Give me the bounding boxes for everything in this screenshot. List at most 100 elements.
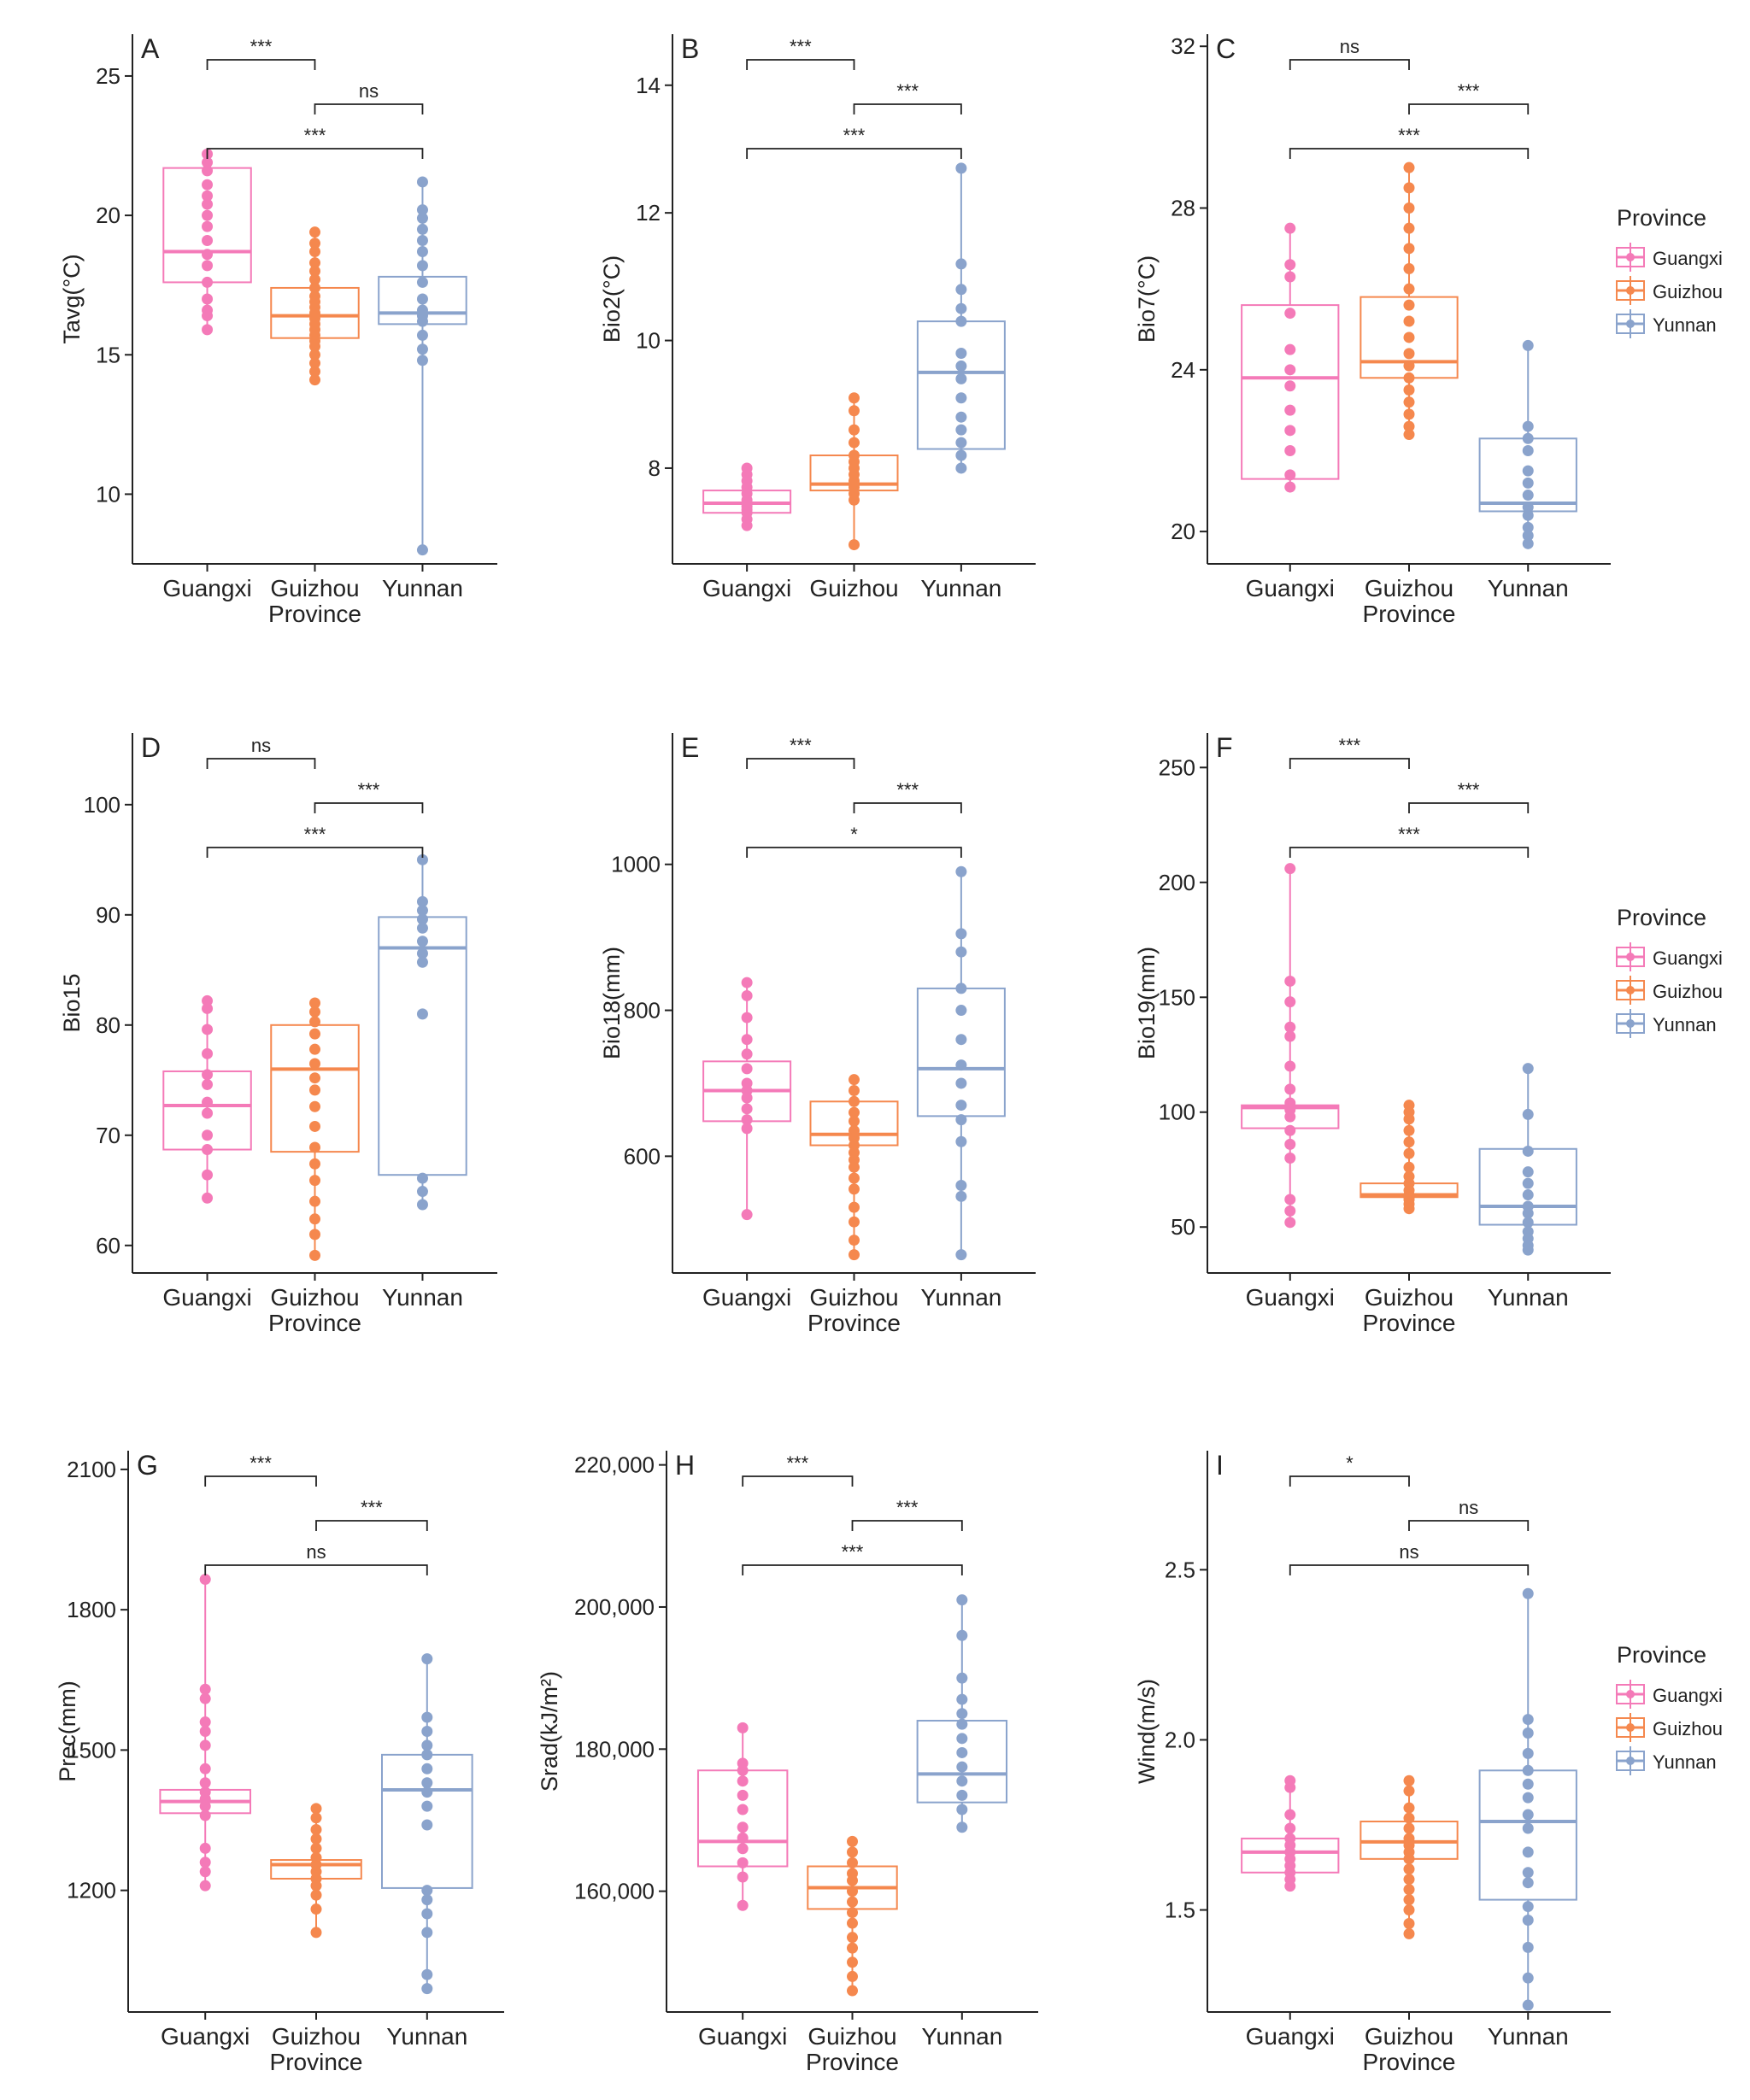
data-point bbox=[956, 1746, 968, 1758]
significance-bracket: ns bbox=[1408, 1497, 1530, 1531]
data-point bbox=[1522, 1764, 1534, 1776]
data-point bbox=[955, 284, 967, 296]
bracket-line bbox=[1408, 802, 1530, 813]
data-point bbox=[1284, 1111, 1296, 1123]
data-point bbox=[421, 1726, 433, 1737]
data-point bbox=[1403, 408, 1415, 420]
data-point bbox=[849, 1161, 860, 1173]
data-point bbox=[309, 1158, 320, 1170]
data-point bbox=[741, 989, 753, 1001]
data-point bbox=[309, 1058, 320, 1070]
series-guangxi bbox=[702, 462, 792, 531]
series-yunnan bbox=[381, 1653, 473, 1995]
series-yunnan bbox=[378, 176, 467, 556]
legend-item-guizhou: Guizhou bbox=[1616, 276, 1723, 305]
data-point bbox=[199, 1810, 211, 1821]
significance-label: *** bbox=[1339, 735, 1361, 756]
data-point bbox=[849, 1201, 860, 1213]
data-point bbox=[309, 374, 320, 386]
significance-label: *** bbox=[1458, 779, 1480, 801]
data-point bbox=[847, 1970, 858, 1982]
data-point bbox=[1522, 1207, 1534, 1219]
data-point bbox=[202, 220, 214, 232]
data-point bbox=[955, 1077, 967, 1089]
significance-label: *** bbox=[896, 80, 919, 102]
bracket-line bbox=[1289, 59, 1410, 70]
data-point bbox=[202, 260, 214, 272]
data-point bbox=[1522, 1177, 1534, 1189]
data-point bbox=[955, 1034, 967, 1046]
data-point bbox=[199, 1739, 211, 1751]
data-point bbox=[956, 1761, 968, 1773]
data-point bbox=[202, 198, 214, 210]
data-point bbox=[421, 1968, 433, 1980]
y-tick-label: 600 bbox=[624, 1143, 661, 1169]
data-point bbox=[1522, 502, 1534, 513]
y-tick-label: 20 bbox=[96, 202, 120, 228]
data-point bbox=[1284, 1021, 1296, 1033]
y-tick-label: 24 bbox=[1171, 357, 1195, 383]
bracket-line bbox=[746, 758, 855, 769]
data-point bbox=[847, 1896, 858, 1908]
data-point bbox=[421, 1927, 433, 1939]
series-guizhou bbox=[807, 1835, 898, 1997]
data-point bbox=[416, 212, 428, 224]
data-point bbox=[202, 293, 214, 305]
data-point bbox=[421, 1777, 433, 1789]
data-point bbox=[202, 1002, 214, 1014]
data-point bbox=[199, 1857, 211, 1868]
legend-key-point bbox=[1626, 1019, 1635, 1028]
data-point bbox=[741, 1123, 753, 1135]
data-point bbox=[1522, 477, 1534, 489]
data-point bbox=[849, 1106, 860, 1118]
bracket-line bbox=[1289, 1564, 1530, 1575]
significance-label: *** bbox=[896, 779, 919, 801]
data-point bbox=[955, 372, 967, 384]
data-point bbox=[956, 1629, 968, 1641]
legend-item-label: Yunnan bbox=[1653, 1751, 1717, 1773]
legend-key-point bbox=[1626, 1690, 1635, 1698]
legend-title: Province bbox=[1617, 1642, 1706, 1668]
bracket-line bbox=[853, 802, 962, 813]
data-point bbox=[741, 1092, 753, 1104]
y-tick-label: 100 bbox=[84, 792, 120, 818]
y-tick-label: 28 bbox=[1171, 196, 1195, 221]
y-axis-label: Bio19(mm) bbox=[1134, 947, 1160, 1059]
data-point bbox=[737, 1843, 749, 1855]
data-point bbox=[737, 1821, 749, 1833]
y-tick-label: 200,000 bbox=[574, 1594, 655, 1620]
y-tick-label: 8 bbox=[649, 455, 661, 481]
data-point bbox=[1403, 396, 1415, 408]
data-point bbox=[1522, 339, 1534, 351]
data-point bbox=[1403, 1917, 1415, 1929]
x-tick-label: Yunnan bbox=[382, 575, 463, 601]
bracket-line bbox=[206, 148, 424, 159]
data-point bbox=[956, 1821, 968, 1833]
y-tick-label: 12 bbox=[636, 200, 661, 226]
data-point bbox=[310, 1833, 322, 1845]
data-point bbox=[849, 539, 860, 551]
significance-bracket: ns bbox=[204, 1541, 428, 1575]
x-tick-label: Guizhou bbox=[809, 575, 898, 601]
data-point bbox=[416, 343, 428, 355]
bracket-line bbox=[315, 1520, 428, 1531]
data-point bbox=[849, 424, 860, 436]
data-point bbox=[1284, 259, 1296, 271]
y-tick-label: 2100 bbox=[67, 1457, 116, 1482]
data-point bbox=[741, 1012, 753, 1024]
data-point bbox=[202, 179, 214, 191]
y-tick-label: 2.0 bbox=[1165, 1727, 1195, 1752]
significance-label: *** bbox=[358, 779, 380, 801]
legend-item-guangxi: Guangxi bbox=[1616, 942, 1723, 971]
series-yunnan bbox=[378, 853, 467, 1211]
data-point bbox=[202, 1144, 214, 1156]
data-point bbox=[741, 1063, 753, 1075]
data-point bbox=[309, 246, 320, 258]
data-point bbox=[955, 1114, 967, 1126]
significance-label: *** bbox=[304, 125, 326, 146]
bracket-line bbox=[1408, 103, 1530, 114]
panel-h: H 160,000 180,000 200,000 220,000 Srad(kJ/m²)… bbox=[537, 1450, 1038, 2075]
data-point bbox=[1284, 469, 1296, 481]
data-point bbox=[1403, 1812, 1415, 1824]
data-point bbox=[416, 544, 428, 556]
